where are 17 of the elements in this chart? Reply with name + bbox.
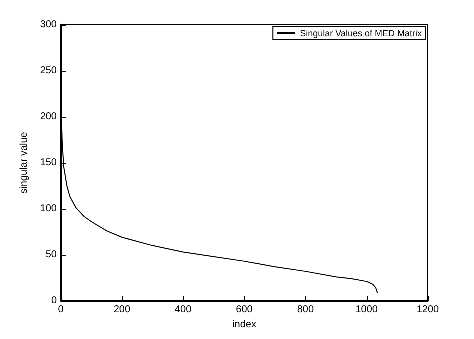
x-tick-label: 1000 [356,304,378,316]
x-tick-label: 1200 [416,304,440,316]
x-tick-label: 200 [114,304,131,316]
legend-label: Singular Values of MED Matrix [300,28,422,38]
y-tick-label: 100 [40,204,58,214]
y-tick-label: 300 [40,20,58,30]
x-tick-label: 600 [236,304,254,316]
x-tick-label: 400 [174,304,192,316]
y-tick-label: 0 [51,296,58,306]
y-tick-label: 50 [46,250,58,260]
x-tick-label: 0 [58,304,64,316]
y-tick-label: 250 [40,66,58,76]
y-tick-label: 150 [40,158,58,168]
y-axis-title: singular value [18,132,30,194]
y-tick-label: 200 [40,112,58,122]
x-axis-title: index [232,319,256,330]
x-tick-label: 800 [297,304,314,316]
